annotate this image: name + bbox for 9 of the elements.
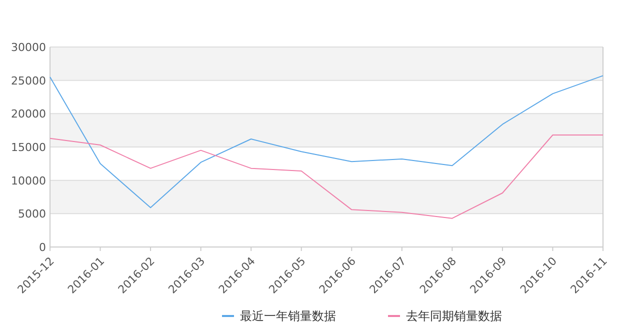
y-tick-label: 20000	[11, 108, 46, 121]
y-tick-label: 5000	[18, 208, 46, 221]
y-tick-label: 30000	[11, 41, 46, 54]
y-tick-label: 25000	[11, 74, 46, 88]
y-tick-label: 15000	[11, 141, 46, 154]
y-tick-label: 10000	[11, 174, 46, 188]
legend-label: 最近一年销量数据	[240, 309, 336, 323]
y-tick-label: 0	[39, 241, 46, 254]
legend-label: 去年同期销量数据	[406, 309, 502, 323]
